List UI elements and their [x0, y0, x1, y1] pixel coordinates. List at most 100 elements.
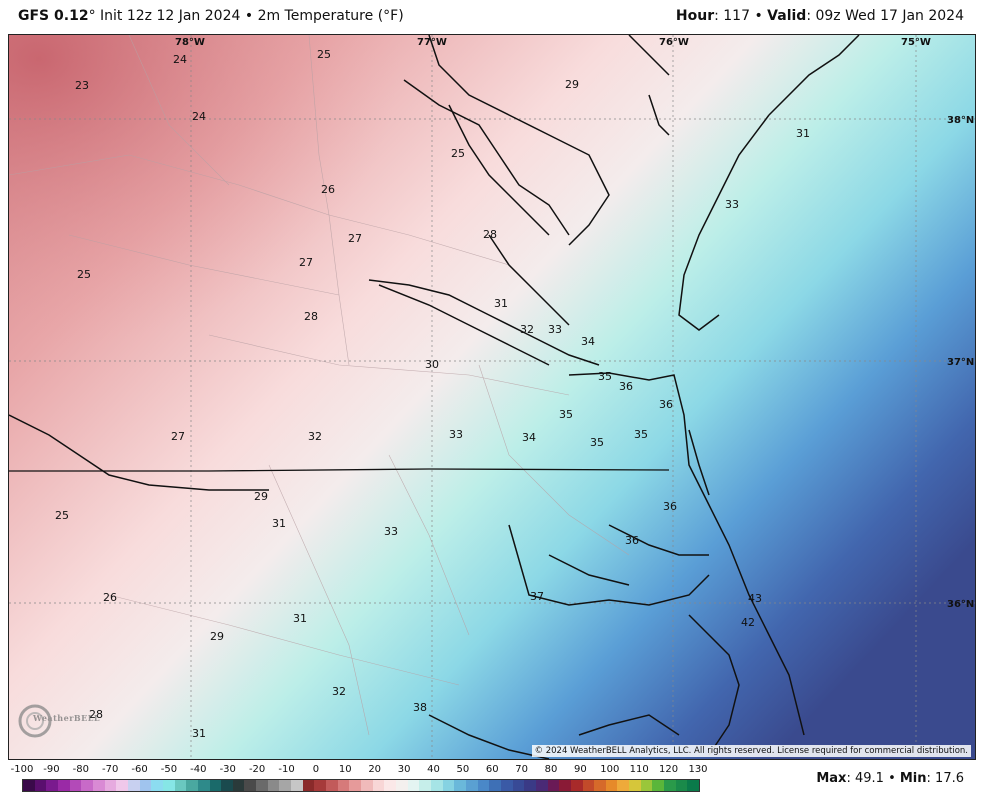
colorbar-tick-label: -10 — [278, 764, 295, 775]
colorbar-swatch — [687, 780, 700, 791]
colorbar-swatch — [419, 780, 431, 791]
colorbar-swatch — [430, 780, 443, 791]
colorbar-tick-label: -90 — [43, 764, 60, 775]
model-name: GFS 0.12 — [18, 8, 89, 24]
colorbar-swatch — [291, 780, 303, 791]
colorbar-tick-label: 100 — [600, 764, 620, 775]
colorbar-tick-label: -30 — [219, 764, 236, 775]
temp-label: 26 — [321, 183, 335, 196]
temp-label: 34 — [581, 335, 595, 348]
county-borders — [9, 35, 630, 736]
colorbar-swatch — [605, 780, 618, 791]
colorbar-swatch — [477, 780, 490, 791]
temp-label: 35 — [598, 370, 612, 383]
temp-label: 31 — [192, 727, 206, 740]
hour-value: : 117 — [714, 8, 750, 24]
colorbar-swatch — [337, 780, 350, 791]
colorbar-swatch — [116, 780, 128, 791]
temp-label: 27 — [348, 232, 362, 245]
colorbar-tick-label: -60 — [131, 764, 148, 775]
colorbar-swatch — [127, 780, 140, 791]
valid-value: : 09z Wed 17 Jan 2024 — [806, 8, 964, 24]
lat-label: 36°N — [947, 599, 974, 610]
temp-label: 30 — [425, 358, 439, 371]
colorbar-swatch — [186, 780, 198, 791]
lon-label: 76°W — [659, 37, 689, 48]
colorbar-swatch — [489, 780, 501, 791]
temperature-colorbar — [22, 779, 700, 792]
colorbar-ticks: -100 -90 -80 -70 -60 -50 -40 -30 -20 -10 0 10 20 30 40… — [0, 764, 984, 778]
colorbar-tick-label: 80 — [544, 764, 558, 775]
colorbar-swatch — [151, 780, 163, 791]
colorbar-swatch — [512, 780, 525, 791]
colorbar-tick-label: -20 — [248, 764, 266, 775]
colorbar-swatch — [232, 780, 245, 791]
station-temperatures: 24 23 24 25 25 29 31 26 27 27 33 28 25 2… — [55, 48, 810, 740]
colorbar-tick-label: 70 — [515, 764, 529, 775]
title-separator: • — [244, 8, 254, 24]
colorbar-swatch — [570, 780, 583, 791]
colorbar-swatch — [349, 780, 362, 791]
colorbar-tick-label: 40 — [427, 764, 440, 775]
colorbar-swatch — [302, 780, 315, 791]
colorbar-swatch — [326, 780, 338, 791]
colorbar-tick-label: 50 — [456, 764, 470, 775]
colorbar-swatch — [617, 780, 630, 791]
colorbar-swatch — [594, 780, 606, 791]
colorbar-swatch — [267, 780, 280, 791]
max-value: : 49.1 — [846, 771, 884, 786]
temp-label: 36 — [625, 534, 639, 547]
colorbar-swatch — [372, 780, 385, 791]
temp-label: 34 — [522, 431, 536, 444]
valid-time-info: Hour: 117 • Valid: 09z Wed 17 Jan 2024 — [676, 8, 964, 24]
colorbar-swatch — [92, 780, 105, 791]
temp-label: 24 — [173, 53, 187, 66]
map-title: GFS 0.12° Init 12z 12 Jan 2024 • 2m Temp… — [18, 8, 404, 24]
temp-label: 35 — [590, 436, 604, 449]
temp-label: 35 — [634, 428, 648, 441]
longitude-labels: 78°W 77°W 76°W 75°W — [175, 37, 931, 48]
temp-label: 29 — [210, 630, 224, 643]
colorbar-swatch — [81, 780, 93, 791]
temp-label: 23 — [75, 79, 89, 92]
temp-label: 42 — [741, 616, 755, 629]
colorbar-swatch — [244, 780, 257, 791]
colorbar-swatch — [197, 780, 210, 791]
min-value: : 17.6 — [926, 771, 964, 786]
temp-label: 38 — [413, 701, 427, 714]
colorbar-swatch — [524, 780, 536, 791]
valid-separator: • — [754, 8, 763, 24]
temperature-map: 78°W 77°W 76°W 75°W 38°N 37°N 36°N 24 23… — [8, 34, 976, 760]
colorbar-swatch — [640, 780, 653, 791]
temp-label: 25 — [55, 509, 69, 522]
colorbar-swatch — [547, 780, 560, 791]
colorbar-swatch — [69, 780, 82, 791]
temp-label: 33 — [449, 428, 463, 441]
logo-swirl-icon — [18, 704, 52, 738]
temp-label: 37 — [530, 590, 544, 603]
lat-label: 38°N — [947, 115, 974, 126]
colorbar-tick-label: -80 — [72, 764, 89, 775]
max-label: Max — [816, 771, 847, 786]
colorbar-swatch — [46, 780, 58, 791]
colorbar-swatch — [500, 780, 513, 791]
graticule — [9, 35, 975, 759]
lon-label: 78°W — [175, 37, 205, 48]
colorbar-swatch — [454, 780, 466, 791]
temp-label: 33 — [548, 323, 562, 336]
weatherbell-logo: WeatherBELL — [15, 699, 101, 743]
colorbar-tick-label: 0 — [312, 764, 320, 775]
temp-label: 26 — [103, 591, 117, 604]
field-stats: Max: 49.1 • Min: 17.6 — [816, 771, 964, 786]
coastline — [9, 35, 860, 759]
colorbar-tick-label: 10 — [338, 764, 352, 775]
colorbar-swatch — [582, 780, 595, 791]
colorbar-swatch — [221, 780, 233, 791]
colorbar-swatch — [664, 780, 676, 791]
temp-label: 29 — [254, 490, 268, 503]
colorbar-swatch — [314, 780, 327, 791]
colorbar-swatch — [34, 780, 47, 791]
temp-label: 25 — [451, 147, 465, 160]
colorbar-swatch — [559, 780, 571, 791]
temp-label: 24 — [192, 110, 206, 123]
